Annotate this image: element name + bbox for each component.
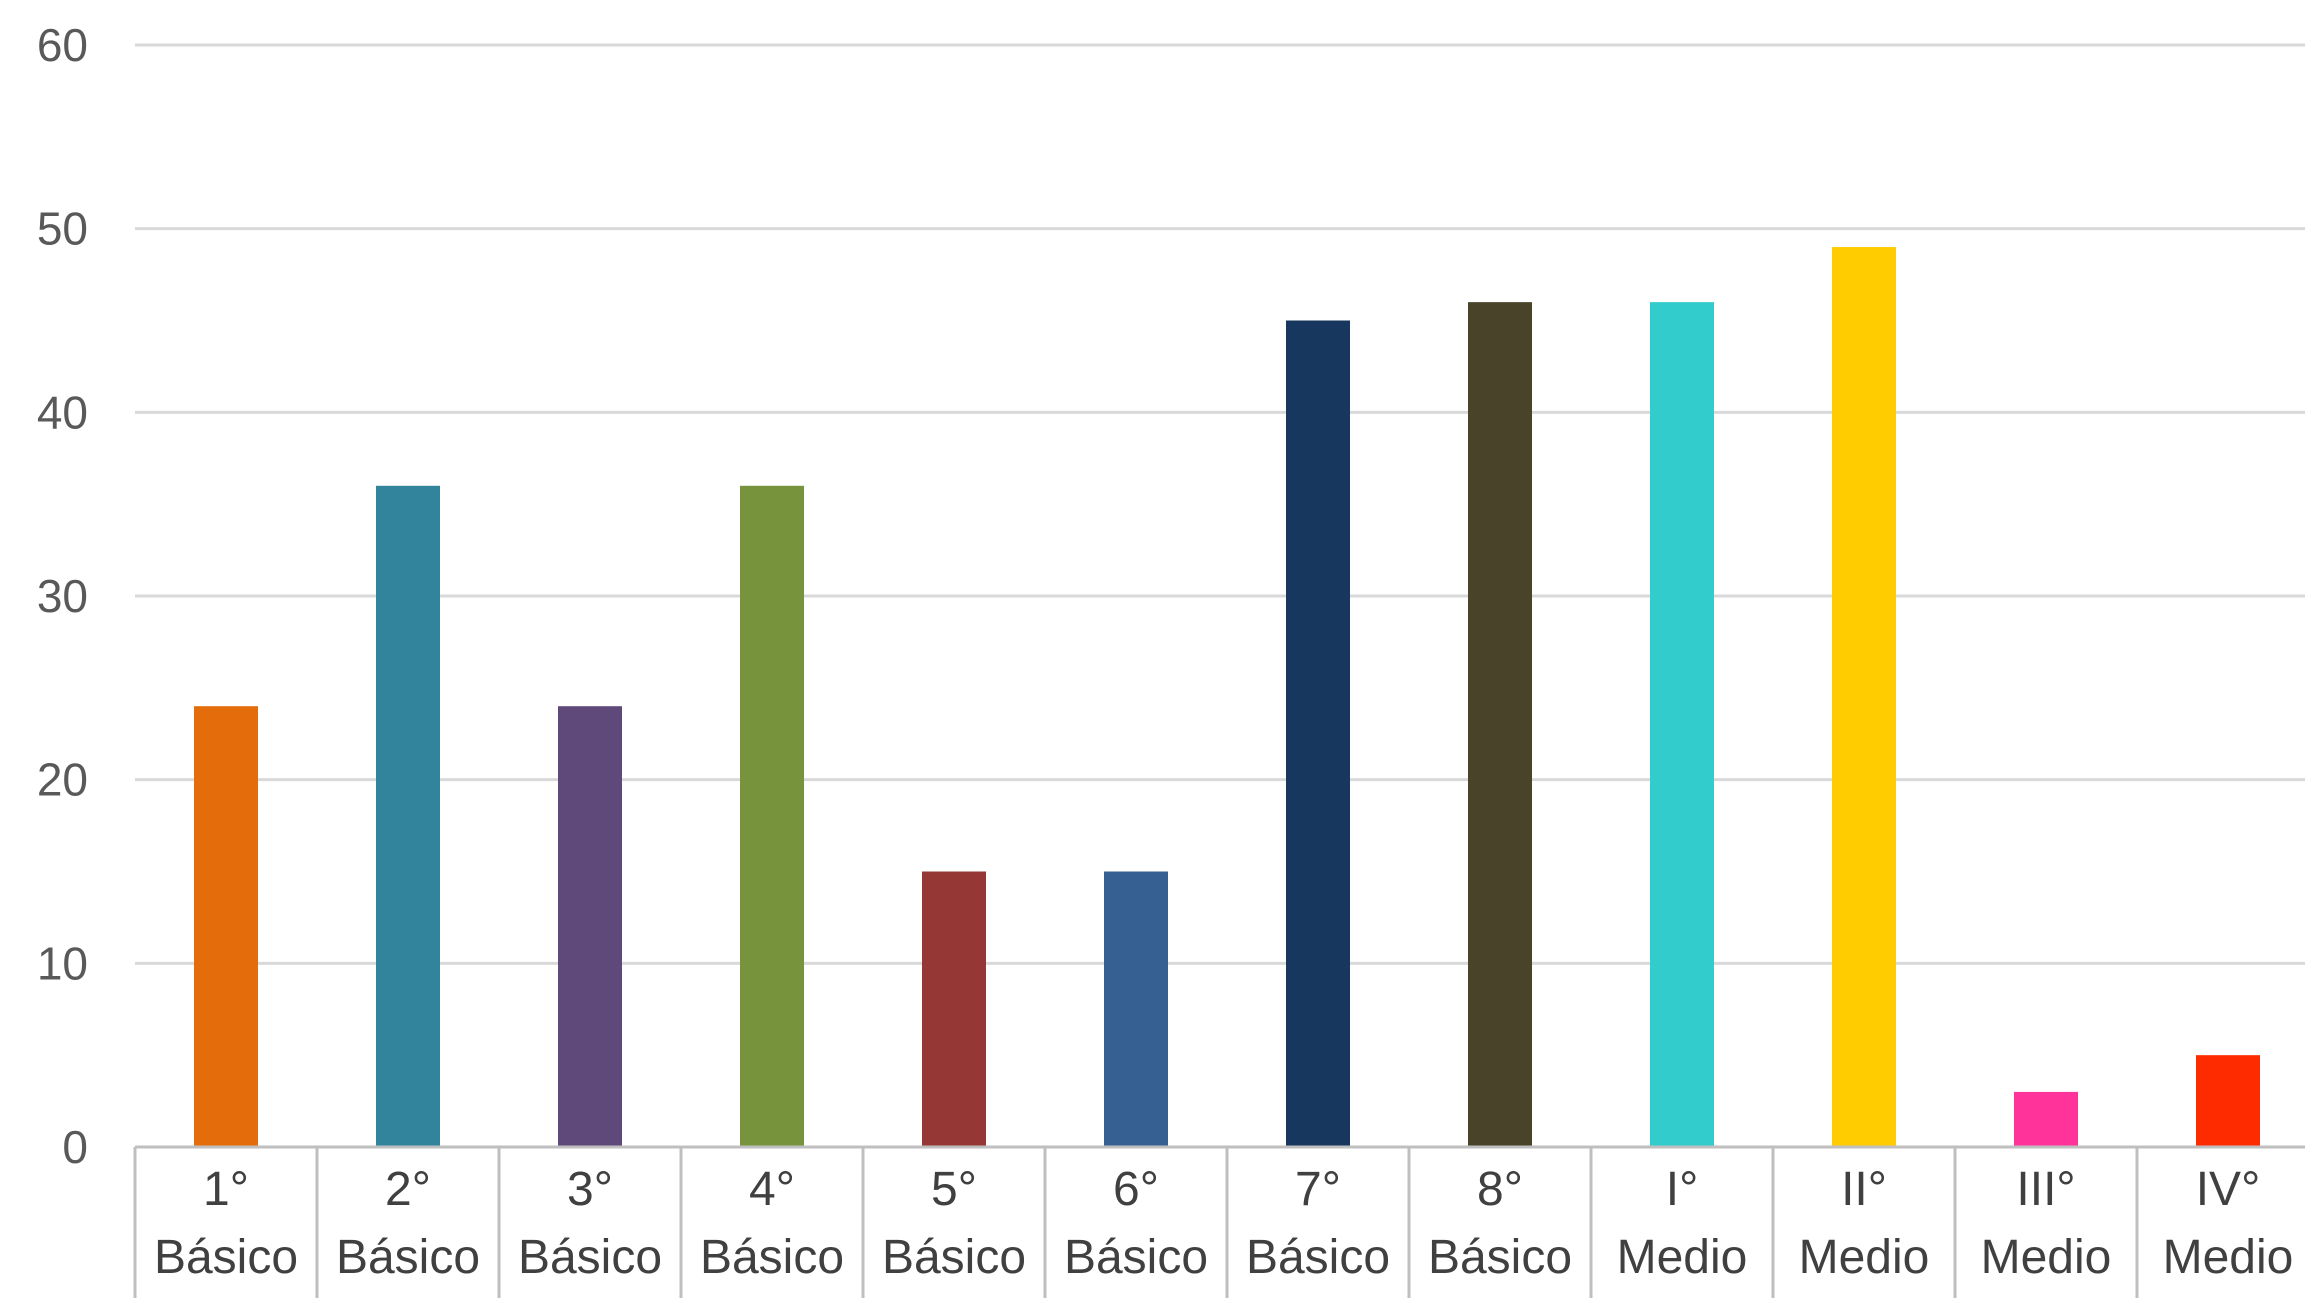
bar-12 xyxy=(2196,1055,2260,1147)
bars xyxy=(194,247,2260,1148)
category-level: Medio xyxy=(1799,1231,1930,1284)
category-grade: II° xyxy=(1841,1163,1887,1216)
bar-9 xyxy=(1650,302,1714,1148)
y-tick-label: 60 xyxy=(37,19,88,71)
y-tick-label: 50 xyxy=(37,203,88,255)
category-grade: 5° xyxy=(931,1163,977,1216)
bar-2 xyxy=(376,485,440,1147)
category-level: Básico xyxy=(518,1231,662,1284)
x-axis: 1° Básico 2° Básico 3° Básico 4° Básico 5° Básico… xyxy=(133,1145,2305,1298)
category-grade: 6° xyxy=(1113,1163,1159,1216)
category-grade: I° xyxy=(1666,1163,1699,1216)
x-tick-label: 8° Básico xyxy=(1428,1163,1572,1284)
category-level: Medio xyxy=(1617,1231,1748,1284)
x-tick-label: I° Medio xyxy=(1617,1163,1748,1284)
bar-10 xyxy=(1832,247,1896,1148)
bar-8 xyxy=(1468,302,1532,1148)
y-tick-label: 40 xyxy=(37,386,88,438)
y-tick-label: 20 xyxy=(37,754,88,806)
category-grade: IV° xyxy=(2196,1163,2261,1216)
x-tick-label: III° Medio xyxy=(1981,1163,2112,1284)
category-level: Básico xyxy=(700,1231,844,1284)
category-grade: 2° xyxy=(385,1163,431,1216)
bar-6 xyxy=(1104,871,1168,1147)
x-tick-label: II° Medio xyxy=(1799,1163,1930,1284)
category-level: Básico xyxy=(1064,1231,1208,1284)
x-tick-label: 6° Básico xyxy=(1064,1163,1208,1284)
y-tick-label: 10 xyxy=(37,937,88,989)
category-level: Medio xyxy=(1981,1231,2112,1284)
category-grade: 3° xyxy=(567,1163,613,1216)
bar-11 xyxy=(2014,1091,2078,1147)
category-level: Medio xyxy=(2163,1231,2294,1284)
category-level: Básico xyxy=(336,1231,480,1284)
bar-7 xyxy=(1286,320,1350,1147)
category-grade: 4° xyxy=(749,1163,795,1216)
x-tick-label: 3° Básico xyxy=(518,1163,662,1284)
bar-5 xyxy=(922,871,986,1147)
gridlines xyxy=(135,43,2305,965)
y-tick-label: 0 xyxy=(62,1121,88,1173)
x-tick-label: 7° Básico xyxy=(1246,1163,1390,1284)
y-axis: 0 10 20 30 40 50 60 xyxy=(37,19,88,1173)
x-tick-label: IV° Medio xyxy=(2163,1163,2294,1284)
category-level: Básico xyxy=(1246,1231,1390,1284)
x-tick-label: 5° Básico xyxy=(882,1163,1026,1284)
category-level: Básico xyxy=(882,1231,1026,1284)
category-grade: 1° xyxy=(203,1163,249,1216)
x-tick-label: 1° Básico xyxy=(154,1163,298,1284)
bar-4 xyxy=(740,485,804,1147)
bar-1 xyxy=(194,706,258,1147)
bar-3 xyxy=(558,706,622,1147)
category-level: Básico xyxy=(1428,1231,1572,1284)
x-tick-label: 4° Básico xyxy=(700,1163,844,1284)
y-tick-label: 30 xyxy=(37,570,88,622)
x-tick-label: 2° Básico xyxy=(336,1163,480,1284)
category-grade: 8° xyxy=(1477,1163,1523,1216)
category-level: Básico xyxy=(154,1231,298,1284)
category-grade: 7° xyxy=(1295,1163,1341,1216)
category-grade: III° xyxy=(2016,1163,2075,1216)
